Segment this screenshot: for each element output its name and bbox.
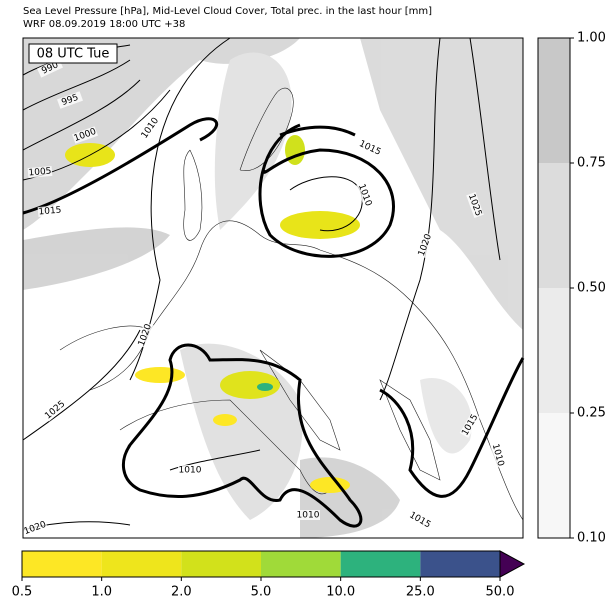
contour-label-bg [136,322,154,348]
contour-label-bg [356,182,374,208]
tick-label: 1.00 [577,31,606,46]
contour-label-bg [57,91,83,109]
contour-label-bg [22,519,48,537]
contour-label-bg [139,115,161,141]
colorbar-segment [420,551,500,577]
isobars [22,37,525,531]
contour-label-bg [37,204,63,218]
time-label: 08 UTC Tue [37,47,110,62]
tick-label: 0.25 [577,406,606,421]
colorbar-extension [499,550,526,578]
contour-label-bg [296,510,320,520]
tick-label: 25.0 [406,585,435,600]
tick-label: 10.0 [326,585,355,600]
contour-label-bg [416,232,434,258]
contour-label: 1010 [297,511,320,521]
colorbar-segment [538,288,570,413]
colorbar-segment [22,551,102,577]
tick-label: 2.0 [171,585,192,600]
cloud-cover [23,38,523,538]
title-line: Sea Level Pressure [hPa], Mid-Level Clou… [23,6,432,17]
colorbar-segment [538,163,570,288]
tick-label: 1.0 [91,585,112,600]
tick-label: 50.0 [486,585,515,600]
colorbar-segment [538,413,570,538]
precipitation [65,135,360,493]
colorbar-segment [181,551,261,577]
contour-label-bg [466,192,484,218]
map: 9909951000100510151010101510101020102510… [22,37,525,539]
colorbar-segment [261,551,341,577]
contour-label-bg [42,398,68,422]
tick-label: 0.50 [577,281,606,296]
contour-label-bg [459,412,481,438]
contour-label: 1015 [38,206,62,218]
contour-label-bg [407,509,433,531]
precip-colorbar: 0.5 1.0 2.0 5.0 10.0 25.0 50.0 [12,550,526,600]
contour-label-bg [72,126,98,144]
colorbar-segment [340,551,421,577]
contour-label: 1010 [179,466,202,476]
colorbar-segment [101,551,182,577]
contour-label: 1005 [28,167,52,179]
tick-label: 0.10 [577,531,606,546]
contour-label-bg [357,138,383,158]
contour-label-bg [178,465,202,475]
contour-label-bg [490,442,506,468]
tick-label: 5.0 [251,585,272,600]
cloud-colorbar: 0.10 0.25 0.50 0.75 1.00 [537,31,606,546]
contour-label-bg [27,165,53,179]
tick-label: 0.75 [577,156,606,171]
colorbar-segment [538,38,570,163]
tick-label: 0.5 [12,585,33,600]
subtitle-line: WRF 08.09.2019 18:00 UTC +38 [23,19,185,30]
